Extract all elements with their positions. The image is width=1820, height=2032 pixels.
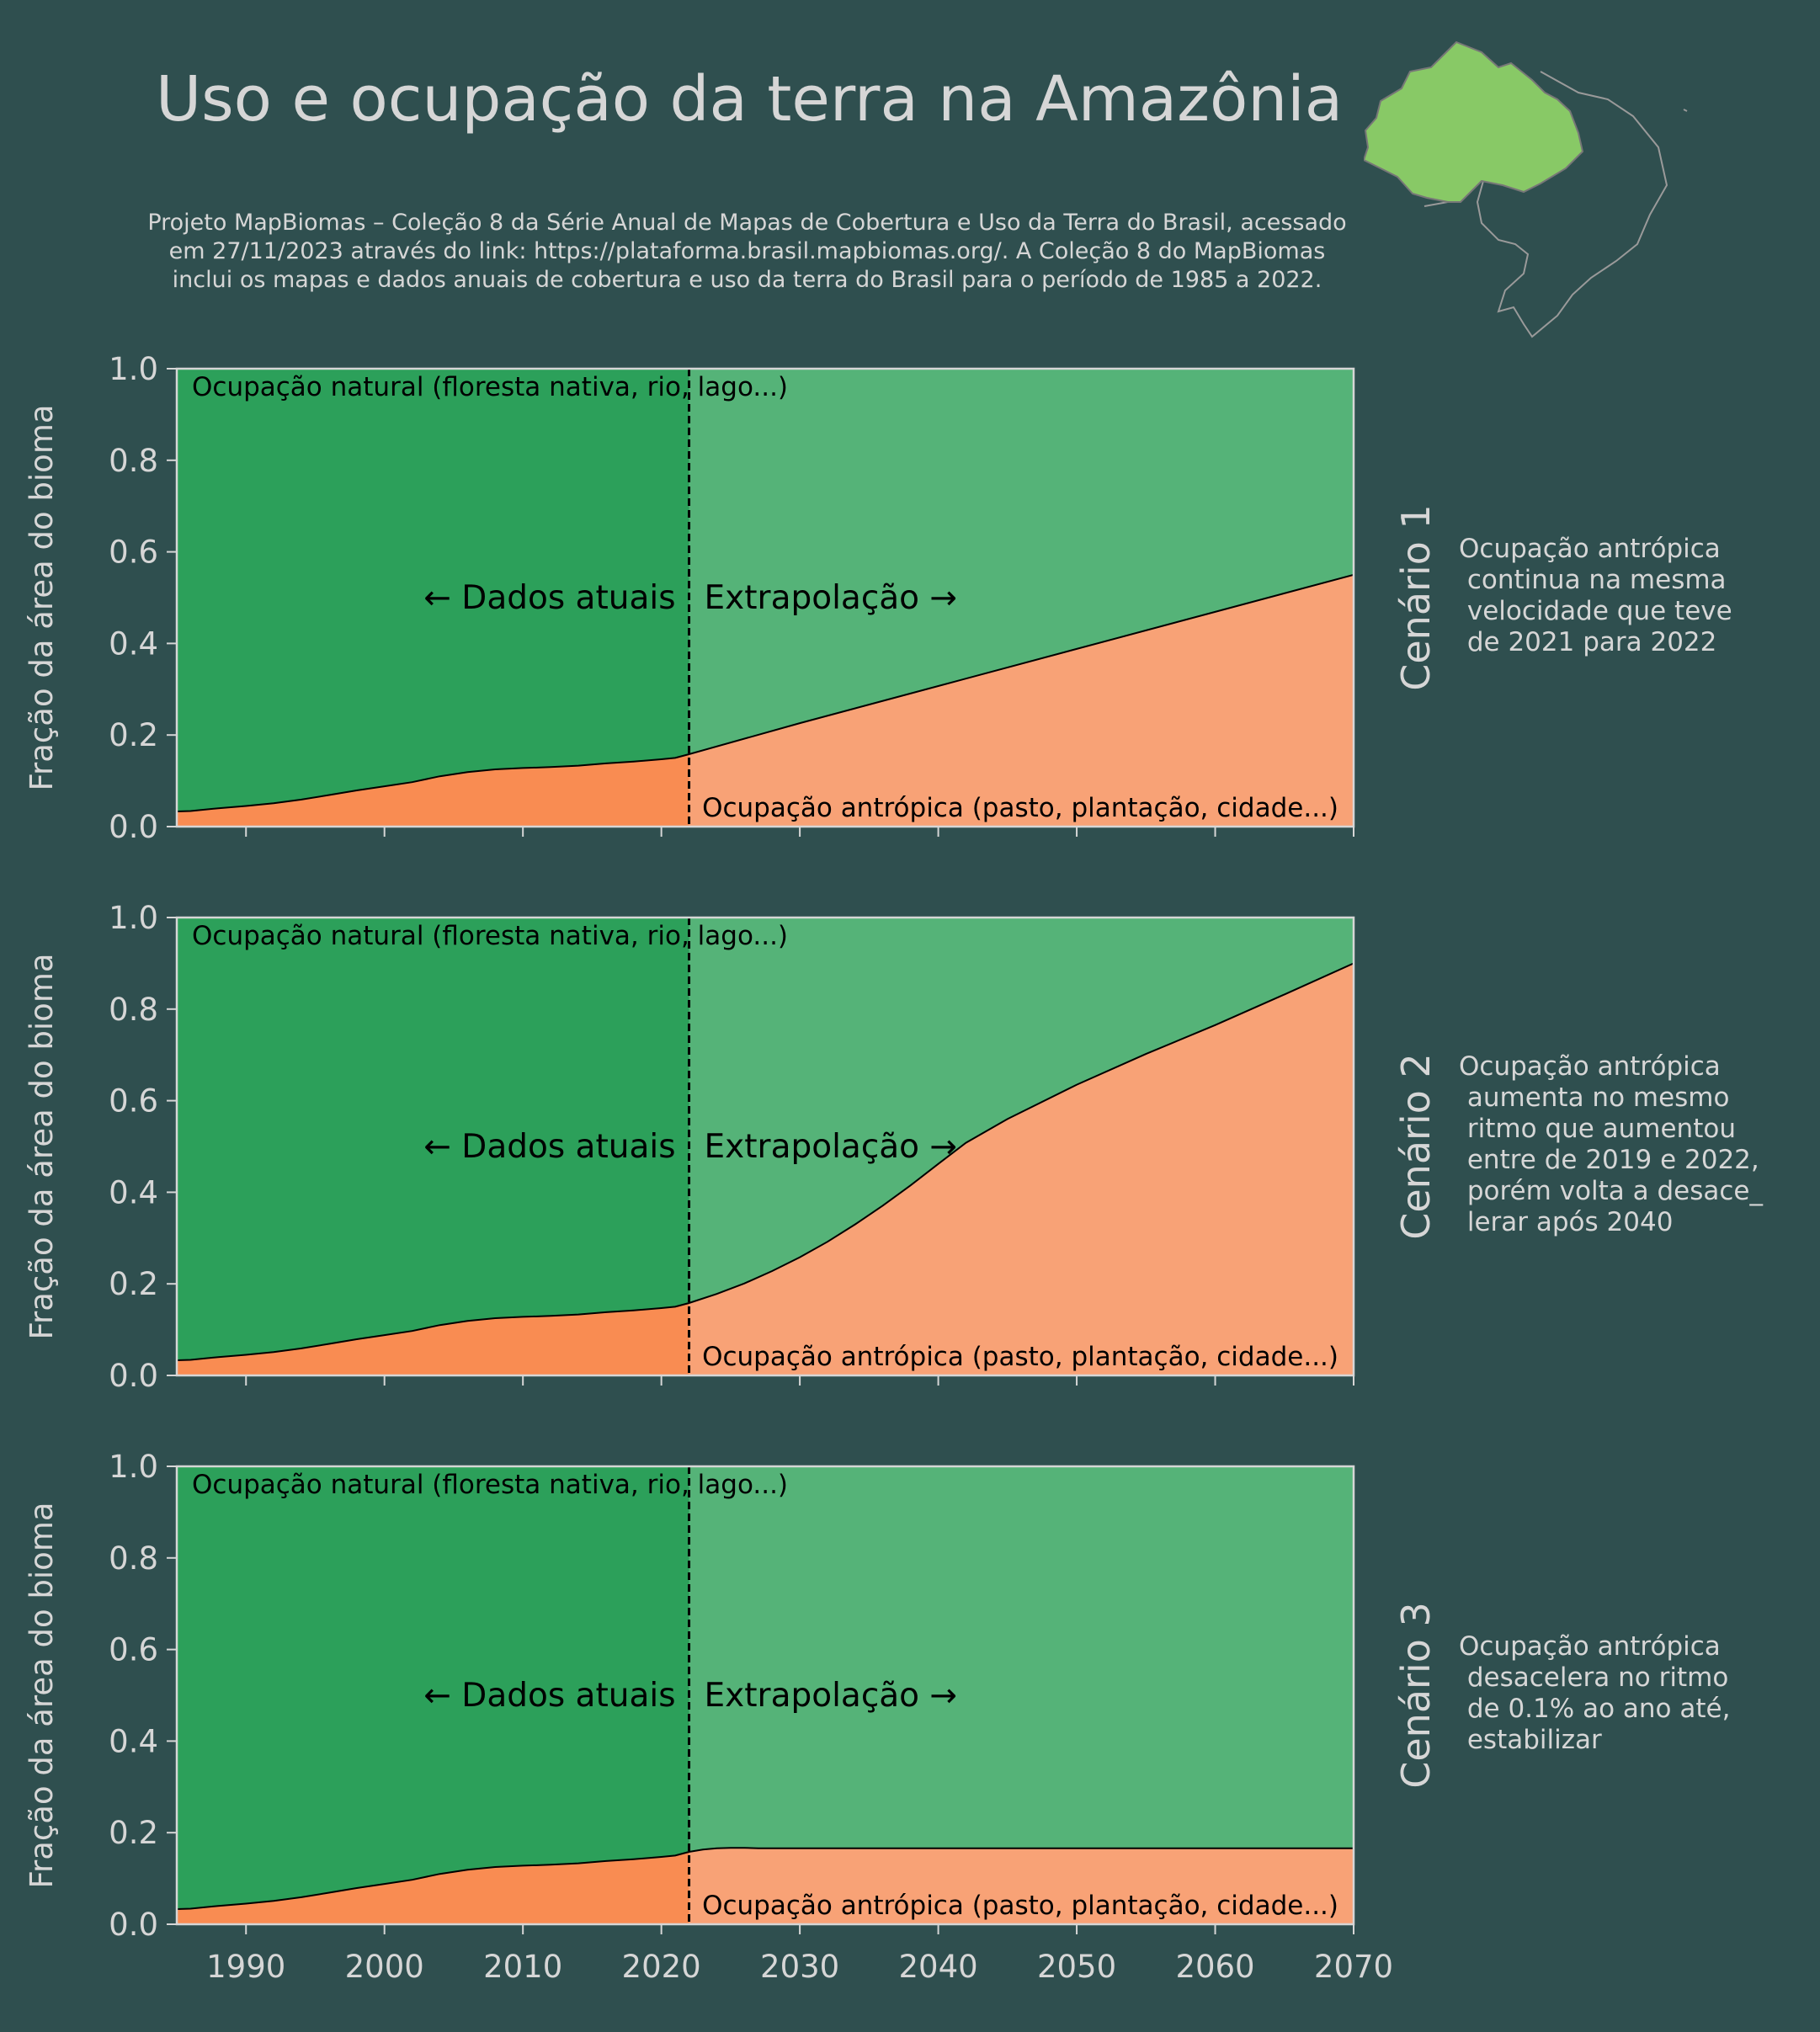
anthropic-area-extrapolated [689,574,1354,827]
scenario-description: Ocupação antrópica aumenta no mesmo ritm… [1459,1051,1763,1237]
anthropic-area-extrapolated [689,963,1354,1375]
y-tick-label: 0.8 [109,1540,158,1577]
scenario-description-line: aumenta no mesmo [1459,1082,1729,1113]
y-tick-label: 0.2 [109,717,158,753]
x-tick-label: 2060 [1175,1949,1254,1985]
x-tick-label: 2030 [760,1949,839,1985]
y-tick-label: 0.2 [109,1266,158,1302]
x-tick-label: 2040 [899,1949,978,1985]
y-tick-label: 0.6 [109,535,158,571]
chart-panel-1: Ocupação natural (floresta nativa, rio, … [24,351,1732,845]
extrapolation-label: Extrapolação → [705,1677,958,1715]
anthropic-boundary-line [177,1847,1354,1910]
natural-label: Ocupação natural (floresta nativa, rio, … [192,372,788,402]
scenario-label: Cenário 1 [1393,504,1439,691]
natural-area-current [177,918,689,1375]
amazon-region [1364,40,1584,203]
y-tick-label: 0.0 [109,809,158,845]
anthropic-area-extrapolated [689,1848,1354,1924]
y-tick-label: 0.4 [109,1174,158,1210]
plot-frame [175,367,1355,828]
anthropic-area-current [177,753,689,827]
plot-frame [175,1465,1355,1926]
scenario-description-line: continua na mesma [1459,565,1727,595]
source-note: Projeto MapBiomas – Coleção 8 da Série A… [67,209,1427,295]
scenario-description-line: porém volta a desace_ [1459,1176,1763,1206]
y-tick-label: 0.8 [109,992,158,1028]
scenario-description-line: estabilizar [1459,1725,1602,1755]
y-tick-label: 1.0 [109,900,158,936]
x-tick-label: 2070 [1314,1949,1393,1985]
scenario-description-line: de 0.1% ao ano até, [1459,1694,1730,1724]
y-tick-label: 0.0 [109,1358,158,1394]
y-tick-label: 0.0 [109,1907,158,1943]
scenario-description: Ocupação antrópica continua na mesma vel… [1459,534,1732,657]
anthropic-label: Ocupação antrópica (pasto, plantação, ci… [702,1891,1338,1921]
source-note-line: inclui os mapas e dados anuais de cobert… [172,267,1322,293]
island-outline [1683,109,1688,112]
y-axis-label: Fração da área do bioma [24,953,60,1339]
extrapolation-label: Extrapolação → [705,1128,958,1166]
y-axis-label: Fração da área do bioma [24,1502,60,1888]
scenario-label: Cenário 2 [1393,1053,1439,1240]
anthropic-area-current [177,1851,689,1924]
y-axis-label: Fração da área do bioma [24,404,60,790]
chart-panel-3: Ocupação natural (floresta nativa, rio, … [24,1449,1730,1985]
scenario-description-line: Ocupação antrópica [1459,1631,1721,1662]
natural-label: Ocupação natural (floresta nativa, rio, … [192,921,788,951]
chart-panel-2: Ocupação natural (floresta nativa, rio, … [24,900,1763,1394]
y-tick-label: 1.0 [109,1449,158,1485]
y-tick-label: 0.6 [109,1083,158,1120]
anthropic-label: Ocupação antrópica (pasto, plantação, ci… [702,793,1338,823]
chart-title: Uso e ocupação da terra na Amazônia [155,63,1344,136]
x-tick-label: 2050 [1037,1949,1116,1985]
scenario-label: Cenário 3 [1393,1602,1439,1789]
brazil-outline [1424,71,1668,338]
x-tick-label: 1990 [206,1949,285,1985]
brazil-map-icon [1364,40,1688,338]
scenario-description-line: desacelera no ritmo [1459,1662,1728,1693]
natural-area-current [177,1466,689,1924]
natural-area-current [177,369,689,827]
x-tick-label: 2020 [622,1949,701,1985]
scenario-description-line: lerar após 2040 [1459,1207,1673,1237]
current-data-label: ← Dados atuais [423,1128,675,1166]
y-tick-label: 1.0 [109,351,158,387]
y-tick-label: 0.6 [109,1632,158,1668]
anthropic-boundary-line [177,962,1354,1361]
anthropic-label: Ocupação antrópica (pasto, plantação, ci… [702,1342,1338,1372]
extrapolation-label: Extrapolação → [705,579,958,617]
y-tick-label: 0.2 [109,1815,158,1851]
x-tick-label: 2010 [483,1949,562,1985]
y-tick-label: 0.4 [109,625,158,662]
source-note-line: em 27/11/2023 através do link: https://p… [168,238,1326,264]
x-tick-label: 2000 [345,1949,424,1985]
scenario-description-line: ritmo que aumentou [1459,1114,1736,1144]
source-note-line: Projeto MapBiomas – Coleção 8 da Série A… [147,210,1347,236]
scenario-description-line: velocidade que teve [1459,596,1732,626]
current-data-label: ← Dados atuais [423,579,675,617]
current-data-label: ← Dados atuais [423,1677,675,1715]
anthropic-area-current [177,1302,689,1375]
scenario-description-line: entre de 2019 e 2022, [1459,1145,1759,1175]
anthropic-boundary-line [177,573,1354,812]
plot-frame [175,916,1355,1377]
natural-label: Ocupação natural (floresta nativa, rio, … [192,1470,788,1500]
scenario-description-line: Ocupação antrópica [1459,534,1721,564]
scenario-description-line: Ocupação antrópica [1459,1051,1721,1082]
y-tick-label: 0.8 [109,443,158,479]
scenario-description: Ocupação antrópica desacelera no ritmo d… [1459,1631,1730,1755]
scenario-description-line: de 2021 para 2022 [1459,627,1716,657]
y-tick-label: 0.4 [109,1723,158,1759]
